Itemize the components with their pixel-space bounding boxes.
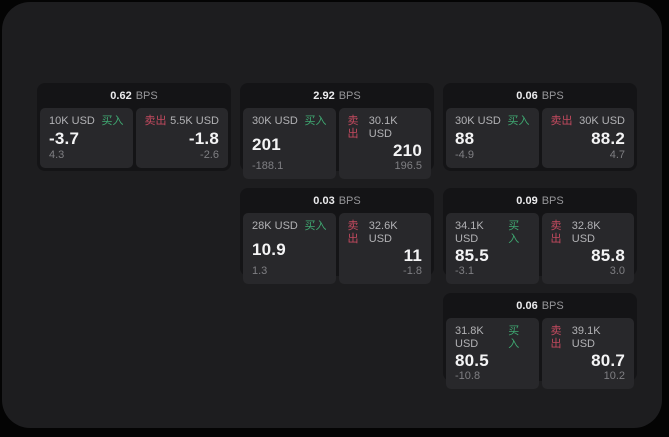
bps-unit-label: BPS (135, 89, 158, 102)
buy-delta: -4.9 (455, 149, 474, 161)
buy-tag: 买入 (304, 115, 327, 127)
sell-size: 30K USD (579, 115, 625, 127)
card-header: 0.62 BPS (37, 83, 231, 108)
buy-delta: -3.1 (455, 265, 474, 277)
buy-size: 30K USD (455, 115, 501, 127)
sell-tag: 卖出 (144, 115, 167, 127)
sell-cell[interactable]: 卖出 32.6K USD 11 -1.8 (338, 213, 431, 284)
sell-delta: -1.8 (403, 265, 422, 277)
sell-delta: 196.5 (394, 160, 422, 172)
bps-value: 0.06 (516, 89, 538, 102)
sell-delta: 4.7 (609, 149, 625, 161)
bps-value: 0.62 (110, 89, 132, 102)
buy-price: 88 (455, 129, 475, 148)
buy-delta: -188.1 (252, 160, 284, 172)
buy-cell[interactable]: 28K USD 买入 10.9 1.3 (243, 213, 336, 284)
sell-price: 85.8 (591, 246, 625, 265)
sell-tag: 卖出 (550, 220, 562, 245)
buy-cell[interactable]: 30K USD 买入 201 -188.1 (243, 108, 336, 179)
card-header: 2.92 BPS (240, 83, 434, 108)
buy-delta: 4.3 (49, 149, 65, 161)
bps-unit-label: BPS (541, 89, 564, 102)
sell-price: 11 (403, 246, 422, 265)
bps-value: 2.92 (313, 89, 335, 102)
card-body: 28K USD 买入 10.9 1.3 卖出 32.6K USD 11 -1.8 (240, 213, 434, 287)
buy-tag: 买入 (304, 220, 327, 232)
buy-delta: -10.8 (455, 370, 481, 382)
buy-delta: 1.3 (252, 265, 268, 277)
buy-cell[interactable]: 10K USD 买入 -3.7 4.3 (40, 108, 133, 168)
sell-size: 5.5K USD (170, 115, 219, 127)
quote-card-2: 2.92 BPS 30K USD 买入 201 -188.1 卖出 30.1K … (240, 83, 434, 179)
quote-card-6: 0.06 BPS 31.8K USD 买入 80.5 -10.8 卖出 39.1… (443, 293, 637, 389)
sell-price: 88.2 (591, 129, 625, 148)
bps-unit-label: BPS (541, 194, 564, 207)
card-body: 34.1K USD 买入 85.5 -3.1 卖出 32.8K USD 85.8… (443, 213, 637, 287)
card-body: 30K USD 买入 88 -4.9 卖出 30K USD 88.2 4.7 (443, 108, 637, 171)
sell-size: 32.8K USD (571, 220, 601, 245)
sell-size: 32.6K USD (368, 220, 398, 245)
quote-card-3: 0.06 BPS 30K USD 买入 88 -4.9 卖出 30K USD 8… (443, 83, 637, 171)
buy-price: 10.9 (252, 239, 286, 259)
quote-card-5: 0.09 BPS 34.1K USD 买入 85.5 -3.1 卖出 32.8K… (443, 188, 637, 284)
sell-delta: 10.2 (603, 370, 625, 382)
bps-value: 0.06 (516, 299, 538, 312)
sell-cell[interactable]: 卖出 5.5K USD -1.8 -2.6 (135, 108, 228, 168)
card-header: 0.06 BPS (443, 83, 637, 108)
card-header: 0.09 BPS (443, 188, 637, 213)
buy-tag: 买入 (101, 115, 124, 127)
card-body: 30K USD 买入 201 -188.1 卖出 30.1K USD 210 1… (240, 108, 434, 182)
card-header: 0.03 BPS (240, 188, 434, 213)
buy-cell[interactable]: 34.1K USD 买入 85.5 -3.1 (446, 213, 539, 284)
sell-cell[interactable]: 卖出 30.1K USD 210 196.5 (338, 108, 431, 179)
sell-tag: 卖出 (550, 325, 562, 350)
buy-tag: 买入 (507, 115, 530, 127)
buy-size: 28K USD (252, 220, 298, 232)
quote-card-1: 0.62 BPS 10K USD 买入 -3.7 4.3 卖出 5.5K USD… (37, 83, 231, 171)
card-body: 10K USD 买入 -3.7 4.3 卖出 5.5K USD -1.8 -2.… (37, 108, 231, 171)
sell-size: 39.1K USD (571, 325, 601, 350)
sell-tag: 卖出 (347, 115, 359, 140)
sell-delta: -2.6 (200, 149, 219, 161)
sell-cell[interactable]: 卖出 39.1K USD 80.7 10.2 (541, 318, 634, 389)
sell-size: 30.1K USD (368, 115, 398, 140)
card-header: 0.06 BPS (443, 293, 637, 318)
buy-size: 31.8K USD (455, 325, 484, 350)
bps-unit-label: BPS (338, 89, 361, 102)
buy-size: 30K USD (252, 115, 298, 127)
sell-price: -1.8 (188, 129, 219, 148)
sell-tag: 卖出 (550, 115, 573, 127)
quote-card-4: 0.03 BPS 28K USD 买入 10.9 1.3 卖出 32.6K US… (240, 188, 434, 284)
buy-price: -3.7 (49, 129, 80, 148)
card-body: 31.8K USD 买入 80.5 -10.8 卖出 39.1K USD 80.… (443, 318, 637, 392)
sell-delta: 3.0 (609, 265, 625, 277)
buy-size: 34.1K USD (455, 220, 484, 245)
bps-unit-label: BPS (338, 194, 361, 207)
bps-value: 0.09 (516, 194, 538, 207)
bps-unit-label: BPS (541, 299, 564, 312)
buy-tag: 买入 (508, 220, 520, 245)
buy-tag: 买入 (508, 325, 520, 350)
buy-price: 80.5 (455, 351, 489, 370)
buy-cell[interactable]: 31.8K USD 买入 80.5 -10.8 (446, 318, 539, 389)
buy-cell[interactable]: 30K USD 买入 88 -4.9 (446, 108, 539, 168)
sell-price: 210 (393, 141, 422, 160)
sell-tag: 卖出 (347, 220, 359, 245)
bps-value: 0.03 (313, 194, 335, 207)
sell-cell[interactable]: 卖出 32.8K USD 85.8 3.0 (541, 213, 634, 284)
buy-price: 85.5 (455, 246, 489, 265)
sell-price: 80.7 (591, 351, 625, 370)
buy-price: 201 (252, 134, 281, 154)
buy-size: 10K USD (49, 115, 95, 127)
sell-cell[interactable]: 卖出 30K USD 88.2 4.7 (541, 108, 634, 168)
